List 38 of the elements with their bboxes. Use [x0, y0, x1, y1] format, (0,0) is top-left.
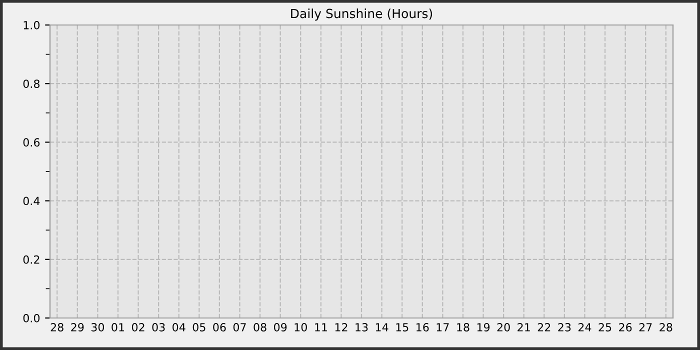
y-tick-label: 0.6	[23, 138, 40, 147]
x-tick-label: 18	[457, 323, 470, 332]
x-tick-label: 19	[477, 323, 490, 332]
x-tick-label: 05	[192, 323, 206, 332]
x-tick-label: 15	[396, 323, 408, 332]
x-tick-label: 13	[356, 323, 368, 332]
chart-title: Daily Sunshine (Hours)	[291, 8, 432, 21]
x-tick-label: 23	[558, 323, 571, 332]
x-tick-label: 28	[50, 323, 64, 332]
x-tick-label: 22	[538, 323, 550, 332]
x-tick-label: 09	[274, 323, 287, 332]
x-tick-label: 04	[172, 323, 186, 332]
x-tick-label: 27	[639, 323, 652, 332]
x-tick-label: 03	[152, 323, 165, 332]
y-tick-label: 0.2	[23, 255, 40, 264]
x-tick-label: 26	[619, 323, 632, 332]
x-tick-label: 30	[91, 323, 104, 332]
x-tick-label: 21	[518, 323, 530, 332]
x-tick-label: 24	[578, 323, 592, 332]
x-tick-label: 10	[294, 323, 307, 332]
y-tick-label: 1.0	[24, 20, 40, 30]
y-tick-label: 0.4	[23, 196, 40, 206]
x-tick-label: 02	[132, 323, 144, 332]
x-tick-label: 01	[112, 323, 124, 332]
x-tick-label: 17	[436, 323, 449, 332]
x-tick-label: 08	[254, 323, 266, 332]
x-tick-label: 20	[497, 323, 510, 332]
x-tick-label: 11	[315, 323, 327, 332]
x-tick-label: 07	[233, 323, 246, 332]
x-tick-label: 06	[213, 323, 226, 332]
x-tick-label: 25	[598, 323, 612, 332]
x-tick-label: 12	[335, 323, 348, 332]
x-tick-label: 16	[416, 323, 429, 332]
x-tick-label: 28	[660, 323, 672, 332]
y-tick-label: 0.8	[23, 80, 40, 88]
x-tick-label: 29	[71, 323, 84, 332]
y-tick-label: 0.0	[23, 314, 40, 322]
x-tick-label: 14	[376, 323, 388, 332]
